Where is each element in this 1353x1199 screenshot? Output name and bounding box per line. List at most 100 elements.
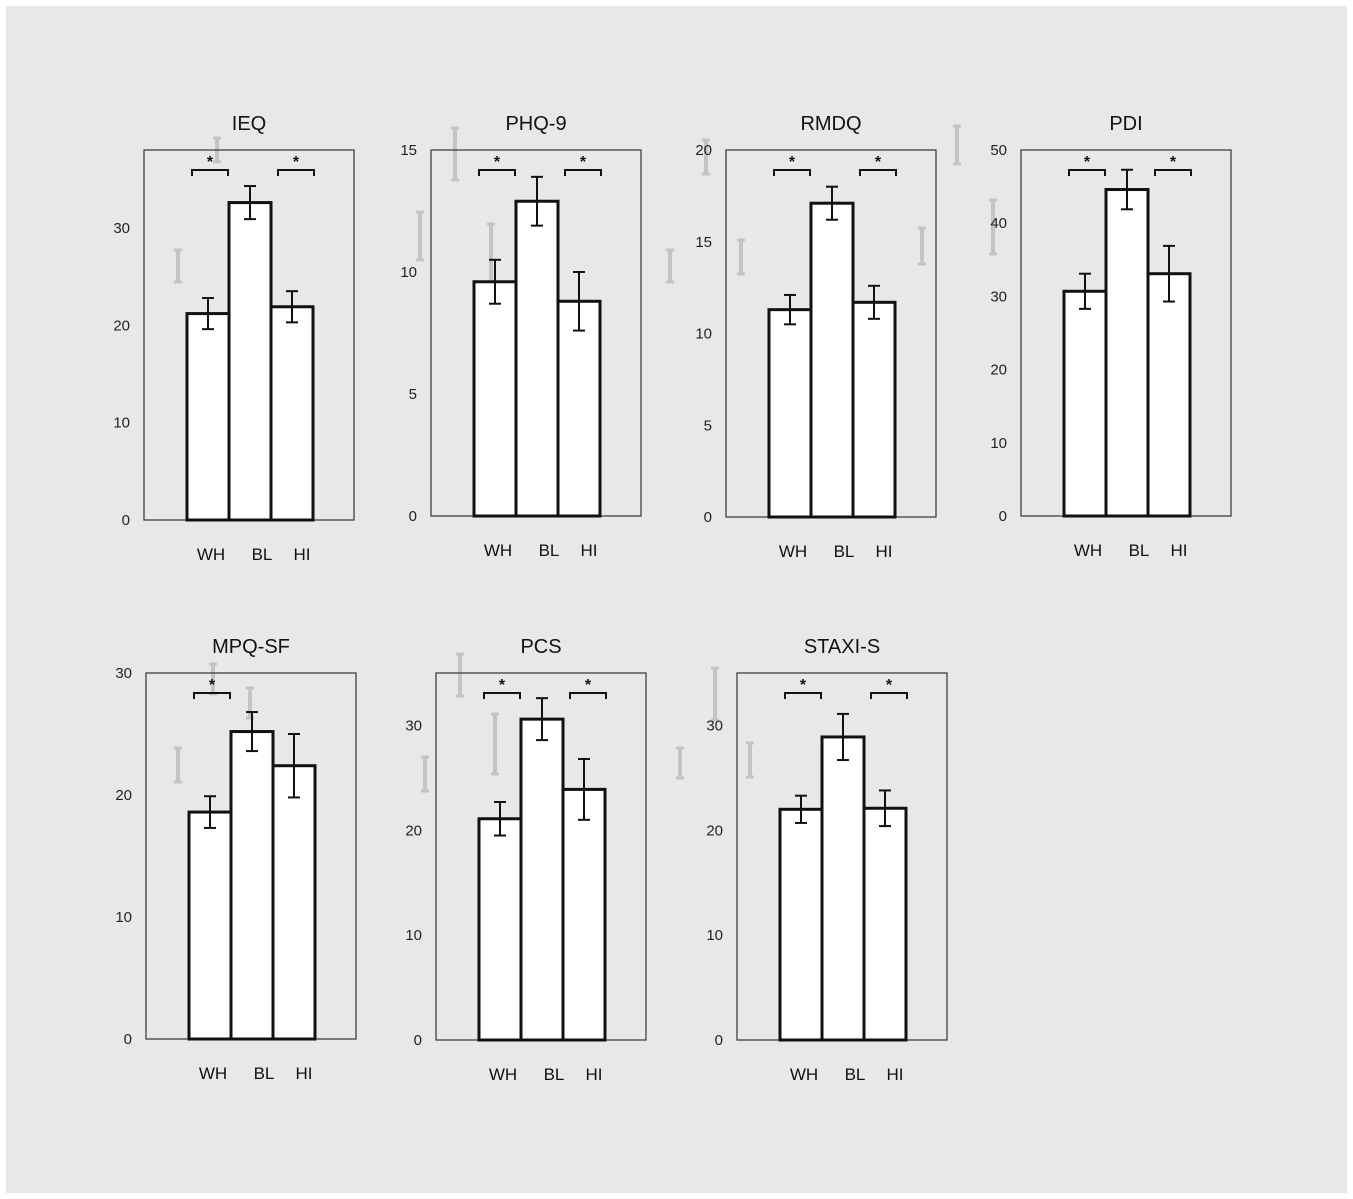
x-tick-label: HI xyxy=(887,1065,904,1084)
y-tick-label: 0 xyxy=(124,1031,132,1048)
bar xyxy=(514,199,560,518)
y-tick-label: 30 xyxy=(405,717,422,734)
y-tick-label: 30 xyxy=(990,288,1007,305)
y-tick-label: 0 xyxy=(715,1032,723,1049)
significance-bracket xyxy=(859,169,897,176)
x-tick-label: WH xyxy=(484,541,512,560)
x-tick-label: BL xyxy=(845,1065,866,1084)
significance-bracket xyxy=(1068,169,1106,176)
significance-bracket xyxy=(193,692,231,699)
y-tick-label: 20 xyxy=(405,822,422,839)
x-tick-label: WH xyxy=(779,542,807,561)
y-tick-label: 10 xyxy=(695,326,712,343)
y-tick-label: 15 xyxy=(400,142,417,159)
significance-bracket xyxy=(870,692,908,699)
bar xyxy=(1146,272,1192,518)
y-tick-label: 10 xyxy=(115,909,132,926)
chart-title: MPQ-SF xyxy=(212,636,290,658)
significance-star: * xyxy=(499,677,506,694)
x-tick-label: HI xyxy=(581,541,598,560)
panel-1: IEQ 0 10 20 30 WH BL HI * * xyxy=(113,113,355,564)
x-tick-label: BL xyxy=(544,1065,565,1084)
chart-title: PDI xyxy=(1109,113,1142,135)
y-tick-label: 5 xyxy=(409,386,417,403)
y-tick-label: 20 xyxy=(706,822,723,839)
significance-bracket xyxy=(478,169,516,176)
x-tick-label: BL xyxy=(252,545,273,564)
bar xyxy=(185,312,231,522)
significance-star: * xyxy=(875,154,882,171)
significance-bracket xyxy=(569,692,607,699)
significance-star: * xyxy=(1084,154,1091,171)
y-tick-label: 15 xyxy=(695,234,712,251)
significance-bracket xyxy=(564,169,602,176)
y-tick-label: 40 xyxy=(990,215,1007,232)
x-tick-label: BL xyxy=(1129,541,1150,560)
x-tick-label: BL xyxy=(539,541,560,560)
significance-bracket xyxy=(773,169,811,176)
x-tick-label: BL xyxy=(834,542,855,561)
panel-3: RMDQ 0 5 10 15 20 WH BL HI * * xyxy=(695,113,937,561)
chart-title: IEQ xyxy=(232,113,266,135)
significance-bracket xyxy=(191,169,229,176)
y-tick-label: 20 xyxy=(115,787,132,804)
panel-2: PHQ-9 0 5 10 15 WH BL HI * * xyxy=(400,113,642,560)
bar xyxy=(187,810,233,1041)
bar xyxy=(269,305,315,522)
significance-star: * xyxy=(293,154,300,171)
y-tick-label: 30 xyxy=(115,665,132,682)
y-tick-label: 10 xyxy=(405,927,422,944)
y-tick-label: 0 xyxy=(414,1032,422,1049)
bar xyxy=(809,201,855,519)
x-tick-label: BL xyxy=(254,1064,275,1083)
bar xyxy=(820,735,866,1042)
x-tick-label: HI xyxy=(296,1064,313,1083)
y-tick-label: 10 xyxy=(990,435,1007,452)
chart-title: RMDQ xyxy=(800,113,861,135)
panel-7: STAXI-S 0 10 20 30 WH BL HI * * xyxy=(706,636,948,1084)
x-tick-label: HI xyxy=(1171,541,1188,560)
bar xyxy=(851,300,897,519)
significance-star: * xyxy=(800,677,807,694)
bar xyxy=(561,787,607,1042)
significance-bracket xyxy=(1154,169,1192,176)
panel-4: PDI 0 10 20 30 40 50 WH BL HI * * xyxy=(990,113,1232,560)
significance-star: * xyxy=(494,154,501,171)
figure-canvas: IEQ 0 10 20 30 WH BL HI * * PHQ-9 0 5 10 15 WH BL HI * * RMD… xyxy=(6,6,1347,1193)
y-tick-label: 30 xyxy=(706,717,723,734)
y-tick-label: 0 xyxy=(704,509,712,526)
y-tick-label: 10 xyxy=(706,927,723,944)
significance-bracket xyxy=(277,169,315,176)
significance-star: * xyxy=(886,677,893,694)
bar xyxy=(556,299,602,518)
bar xyxy=(1062,289,1108,518)
y-tick-label: 10 xyxy=(400,264,417,281)
y-tick-label: 50 xyxy=(990,142,1007,159)
y-tick-label: 20 xyxy=(990,362,1007,379)
bar xyxy=(477,817,523,1042)
bar xyxy=(229,730,275,1041)
x-tick-label: WH xyxy=(199,1064,227,1083)
x-tick-label: WH xyxy=(790,1065,818,1084)
panel-5: MPQ-SF 0 10 20 30 WH BL HI * xyxy=(115,636,357,1083)
bar xyxy=(778,807,824,1042)
y-tick-label: 5 xyxy=(704,417,712,434)
significance-star: * xyxy=(580,154,587,171)
y-tick-label: 30 xyxy=(113,220,130,237)
chart-title: PCS xyxy=(520,636,561,658)
panel-6: PCS 0 10 20 30 WH BL HI * * xyxy=(405,636,647,1084)
y-tick-label: 0 xyxy=(409,508,417,525)
y-tick-label: 0 xyxy=(999,508,1007,525)
bar xyxy=(519,717,565,1042)
significance-star: * xyxy=(209,677,216,694)
x-tick-label: HI xyxy=(586,1065,603,1084)
significance-bracket xyxy=(784,692,822,699)
y-tick-label: 20 xyxy=(695,142,712,159)
y-tick-label: 0 xyxy=(122,512,130,529)
y-tick-label: 10 xyxy=(113,415,130,432)
bar xyxy=(472,280,518,518)
bar xyxy=(271,764,317,1041)
x-tick-label: WH xyxy=(197,545,225,564)
bar xyxy=(227,201,273,522)
